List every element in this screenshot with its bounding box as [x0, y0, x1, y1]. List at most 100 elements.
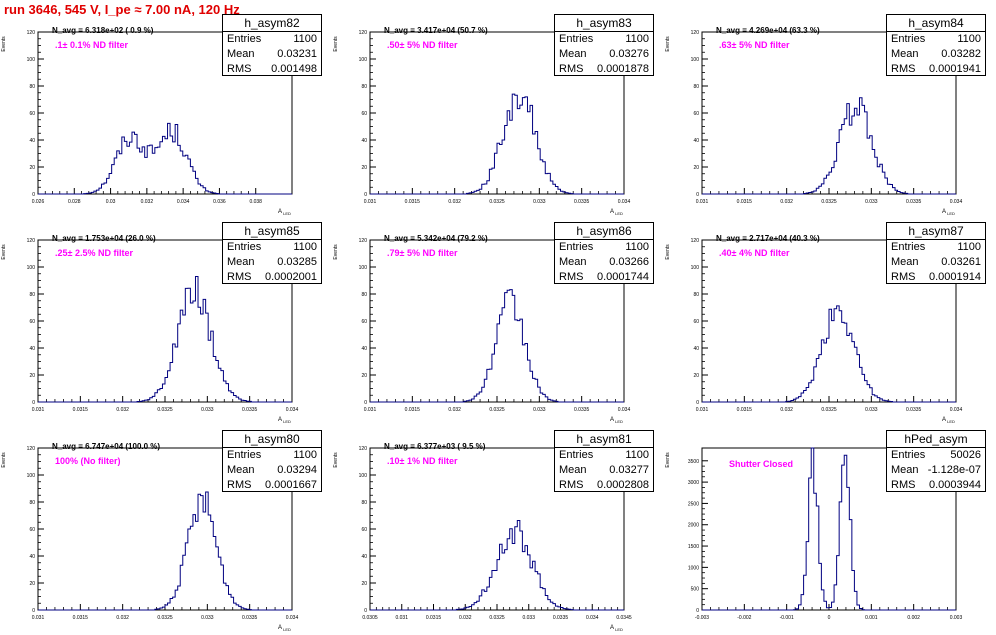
stats-label: Entries [559, 449, 594, 461]
stats-value: 0.0002808 [597, 479, 649, 491]
x-tick-label: 0.0315 [405, 407, 421, 413]
y-axis-title: Events [333, 452, 339, 468]
filter-label: .50± 5% ND filter [387, 40, 458, 50]
stats-row-entries: Entries 1100 [223, 240, 321, 255]
x-tick-label: 0.036 [213, 199, 226, 205]
y-tick-label: 120 [359, 30, 368, 36]
stats-label: Mean [559, 464, 587, 476]
x-tick-label: 0.0305 [362, 615, 378, 621]
stats-value: 1100 [957, 33, 981, 45]
x-tick-label: 0.03 [106, 199, 116, 205]
stats-label: Mean [559, 48, 587, 60]
histogram-name: h_asym87 [887, 223, 985, 240]
y-tick-label: 1000 [688, 565, 699, 571]
x-tick-label: 0.0325 [821, 199, 837, 205]
stats-label: Entries [227, 449, 262, 461]
histogram-panel-h_asym83: 0 20 40 60 80 100 120 0.031 0.0315 0.032 0.0325 0.0… [332, 14, 654, 219]
histogram-name: h_asym84 [887, 15, 985, 32]
stats-row-mean: Mean 0.03266 [555, 255, 653, 270]
x-tick-label: 0.031 [696, 407, 709, 413]
navg-label: N_avg = 6.318e+02 ( 0.9 %) [52, 26, 154, 35]
y-tick-label: 0 [696, 192, 699, 198]
y-tick-label: 60 [29, 319, 35, 325]
histogram-line [38, 491, 292, 611]
stats-row-mean: Mean 0.03276 [555, 47, 653, 62]
histogram-line [370, 93, 624, 195]
x-tick-label: 0.0345 [616, 615, 632, 621]
histogram-panel-hPed_asym: 0 500 1000 1500 2000 2500 3000 3500 -0.003 -0.002… [664, 430, 986, 635]
y-tick-label: 60 [29, 111, 35, 117]
x-tick-label: 0.034 [586, 615, 599, 621]
filter-label: 100% (No filter) [55, 456, 121, 466]
stats-value: 50026 [950, 449, 981, 461]
filter-label: .79± 5% ND filter [387, 248, 458, 258]
x-tick-label: 0.0315 [737, 199, 753, 205]
stats-box: h_asym84 Entries 1100 Mean 0.03282 RMS 0.00019… [886, 14, 986, 76]
x-tick-label: 0.034 [618, 407, 631, 413]
x-tick-label: 0.032 [116, 615, 129, 621]
y-tick-label: 120 [27, 446, 36, 452]
stats-row-rms: RMS 0.0003944 [887, 478, 985, 493]
y-tick-label: 1500 [688, 544, 699, 550]
histogram-panel-h_asym82: 0 20 40 60 80 100 120 0.026 0.028 0.03 0.032 0.034 0… [0, 14, 322, 219]
y-tick-label: 0 [696, 608, 699, 614]
histogram-name: h_asym82 [223, 15, 321, 32]
x-tick-label: 0 [828, 615, 831, 621]
y-tick-label: 20 [361, 165, 367, 171]
x-axis-title: A LED [610, 417, 623, 424]
y-tick-label: 120 [27, 238, 36, 244]
y-tick-label: 40 [361, 346, 367, 352]
x-tick-label: 0.032 [141, 199, 154, 205]
y-tick-label: 100 [691, 265, 700, 271]
x-tick-label: 0.034 [177, 199, 190, 205]
stats-label: RMS [227, 271, 252, 283]
x-tick-label: 0.032 [459, 615, 472, 621]
x-axis-title: A LED [278, 209, 291, 216]
stats-value: 0.0001914 [929, 271, 981, 283]
stats-row-rms: RMS 0.0001667 [223, 478, 321, 493]
filter-label: Shutter Closed [729, 459, 794, 469]
stats-box: h_asym86 Entries 1100 Mean 0.03266 RMS 0.00017… [554, 222, 654, 284]
histogram-plot: 0 20 40 60 80 100 120 0.031 0.0315 0.032 0.0325 0.0… [333, 238, 631, 424]
stats-label: Mean [227, 256, 255, 268]
y-tick-label: 80 [361, 500, 367, 506]
stats-value: 1100 [625, 33, 649, 45]
stats-row-entries: Entries 1100 [887, 240, 985, 255]
x-tick-label: 0.033 [522, 615, 535, 621]
stats-box: h_asym83 Entries 1100 Mean 0.03276 RMS 0.00018… [554, 14, 654, 76]
x-tick-label: 0.0325 [489, 407, 505, 413]
stats-box: h_asym80 Entries 1100 Mean 0.03294 RMS 0.00016… [222, 430, 322, 492]
filter-label: .1± 0.1% ND filter [55, 40, 128, 50]
x-tick-label: 0.0315 [73, 615, 89, 621]
x-tick-label: 0.038 [249, 199, 262, 205]
x-tick-label: 0.034 [618, 199, 631, 205]
x-tick-label: -0.001 [780, 615, 794, 621]
histogram-line [370, 519, 624, 611]
navg-label: N_avg = 2.717e+04 (40.3 %) [716, 234, 820, 243]
histogram-plot: 0 20 40 60 80 100 120 0.031 0.0315 0.032 0.0325 0.0… [665, 30, 963, 216]
stats-label: Entries [891, 33, 926, 45]
stats-label: Mean [227, 464, 255, 476]
histogram-line [702, 447, 956, 611]
stats-row-entries: Entries 50026 [887, 448, 985, 463]
y-tick-label: 40 [693, 138, 699, 144]
navg-label: N_avg = 6.377e+03 ( 9.5 %) [384, 442, 486, 451]
y-tick-label: 20 [29, 581, 35, 587]
x-tick-label: 0.0335 [906, 199, 922, 205]
x-tick-label: 0.032 [448, 407, 461, 413]
x-tick-label: 0.034 [950, 199, 963, 205]
stats-row-rms: RMS 0.0001744 [555, 270, 653, 285]
stats-row-entries: Entries 1100 [555, 240, 653, 255]
stats-row-mean: Mean 0.03261 [887, 255, 985, 270]
y-tick-label: 100 [27, 265, 36, 271]
y-tick-label: 80 [693, 292, 699, 298]
y-tick-label: 60 [693, 319, 699, 325]
stats-row-rms: RMS 0.0001878 [555, 62, 653, 77]
x-tick-label: 0.034 [950, 407, 963, 413]
y-tick-label: 120 [691, 30, 700, 36]
x-tick-label: 0.033 [533, 407, 546, 413]
x-tick-label: 0.032 [780, 407, 793, 413]
x-tick-label: 0.032 [780, 199, 793, 205]
y-tick-label: 60 [361, 527, 367, 533]
stats-label: Mean [891, 48, 919, 60]
